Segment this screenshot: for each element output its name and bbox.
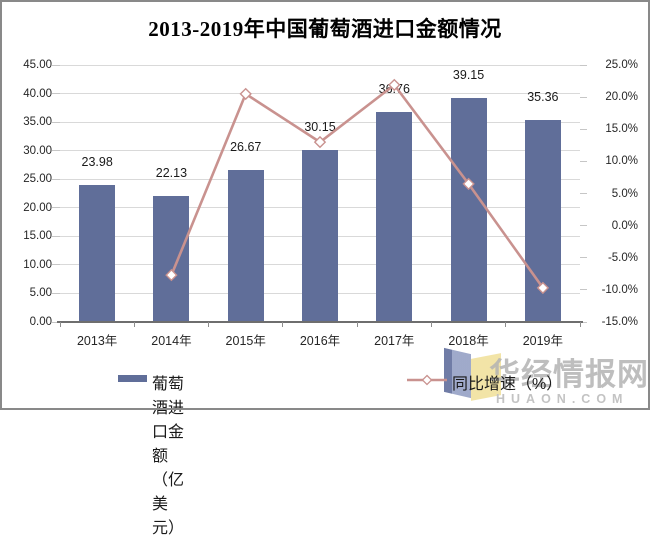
right-axis-tick-label: 10.0% [605, 155, 638, 168]
right-axis-tick [580, 128, 587, 130]
left-axis-tick-label: 40.00 [23, 87, 52, 100]
bar-value-label: 22.13 [155, 165, 188, 180]
left-axis-tick [52, 321, 60, 323]
bar-value-label: 23.98 [81, 155, 113, 170]
right-axis-tick [580, 289, 587, 291]
watermark-site-name: 华经情报网 [489, 357, 649, 392]
right-axis-tick [580, 193, 587, 194]
left-axis-tick [52, 207, 60, 209]
x-axis-tick [505, 322, 507, 327]
bar-2019年 [524, 120, 561, 322]
right-axis-tick [580, 160, 587, 162]
right-axis-tick-label: 25.0% [605, 59, 638, 71]
bar-value-label: 39.15 [452, 68, 485, 83]
x-axis-category-label: 2018年 [448, 334, 489, 348]
chart-title: 2013-2019年中国葡萄酒进口金额情况 [148, 17, 502, 41]
right-axis-tick [580, 64, 587, 66]
x-axis-category-label: 2016年 [299, 334, 341, 348]
right-axis-tick [580, 321, 587, 323]
bar-2014年 [153, 195, 190, 322]
bar-value-label: 36.76 [378, 82, 410, 97]
legend-bar-swatch [118, 375, 147, 382]
right-axis-tick-label: 0.0% [611, 219, 638, 232]
right-axis-tick-label: 20.0% [605, 91, 638, 104]
x-axis-tick [430, 322, 432, 327]
bar-2015年 [227, 169, 264, 322]
left-axis-tick-label: 0.00 [29, 316, 52, 328]
right-axis-tick [580, 96, 587, 98]
x-axis-tick [579, 322, 581, 327]
left-axis-tick-label: 35.00 [23, 116, 52, 129]
left-axis-tick-label: 15.00 [23, 230, 52, 243]
bar-value-label: 35.36 [527, 90, 559, 105]
bar-2016年 [302, 149, 338, 322]
left-axis-tick-label: 25.00 [23, 173, 52, 186]
left-axis-tick [52, 178, 60, 180]
x-axis-category-label: 2019年 [522, 334, 563, 348]
x-axis-line [57, 321, 583, 323]
legend-bar-label: 葡萄酒进口金额（亿美元） [152, 376, 185, 537]
x-axis-tick [59, 322, 61, 327]
left-axis-tick [52, 93, 60, 95]
x-axis-category-label: 2014年 [151, 334, 192, 348]
right-axis-tick-label: -5.0% [607, 251, 638, 264]
left-axis-tick-label: 10.00 [23, 258, 52, 271]
left-axis-tick-label: 30.00 [23, 144, 52, 157]
left-axis-tick [52, 292, 60, 294]
right-axis-tick-label: -15.0% [601, 316, 638, 328]
right-axis-tick [580, 225, 587, 227]
bar-value-label: 30.15 [304, 119, 336, 134]
left-axis-tick-label: 45.00 [23, 59, 52, 71]
x-axis-tick [282, 322, 284, 327]
x-axis-category-label: 2017年 [374, 334, 415, 348]
legend-line-label: 同比增速（%） [452, 376, 563, 393]
right-axis-tick [580, 257, 587, 259]
bar-2018年 [450, 98, 487, 322]
gridline [60, 64, 580, 66]
bar-value-label: 26.67 [230, 139, 262, 154]
left-axis-tick-label: 5.00 [29, 287, 52, 300]
watermark-domain: HUAON.COM [496, 392, 629, 406]
x-axis-category-label: 2015年 [225, 334, 266, 348]
x-axis-tick [208, 322, 210, 327]
left-axis-tick [52, 264, 60, 266]
right-axis-tick-label: -10.0% [601, 283, 638, 296]
right-axis-tick-label: 15.0% [605, 123, 638, 136]
gridline [60, 93, 580, 95]
left-axis-tick [52, 64, 60, 66]
legend-line-swatch [407, 374, 447, 386]
x-axis-tick [356, 322, 358, 327]
left-axis-tick [52, 235, 60, 237]
bar-2017年 [376, 112, 413, 322]
x-axis-tick [133, 322, 135, 327]
bar-2013年 [79, 185, 116, 322]
x-axis-category-label: 2013年 [76, 334, 118, 348]
right-axis-tick-label: 5.0% [611, 187, 638, 200]
left-axis-tick [52, 150, 60, 152]
left-axis-tick-label: 20.00 [23, 201, 52, 214]
left-axis-tick [52, 121, 60, 123]
